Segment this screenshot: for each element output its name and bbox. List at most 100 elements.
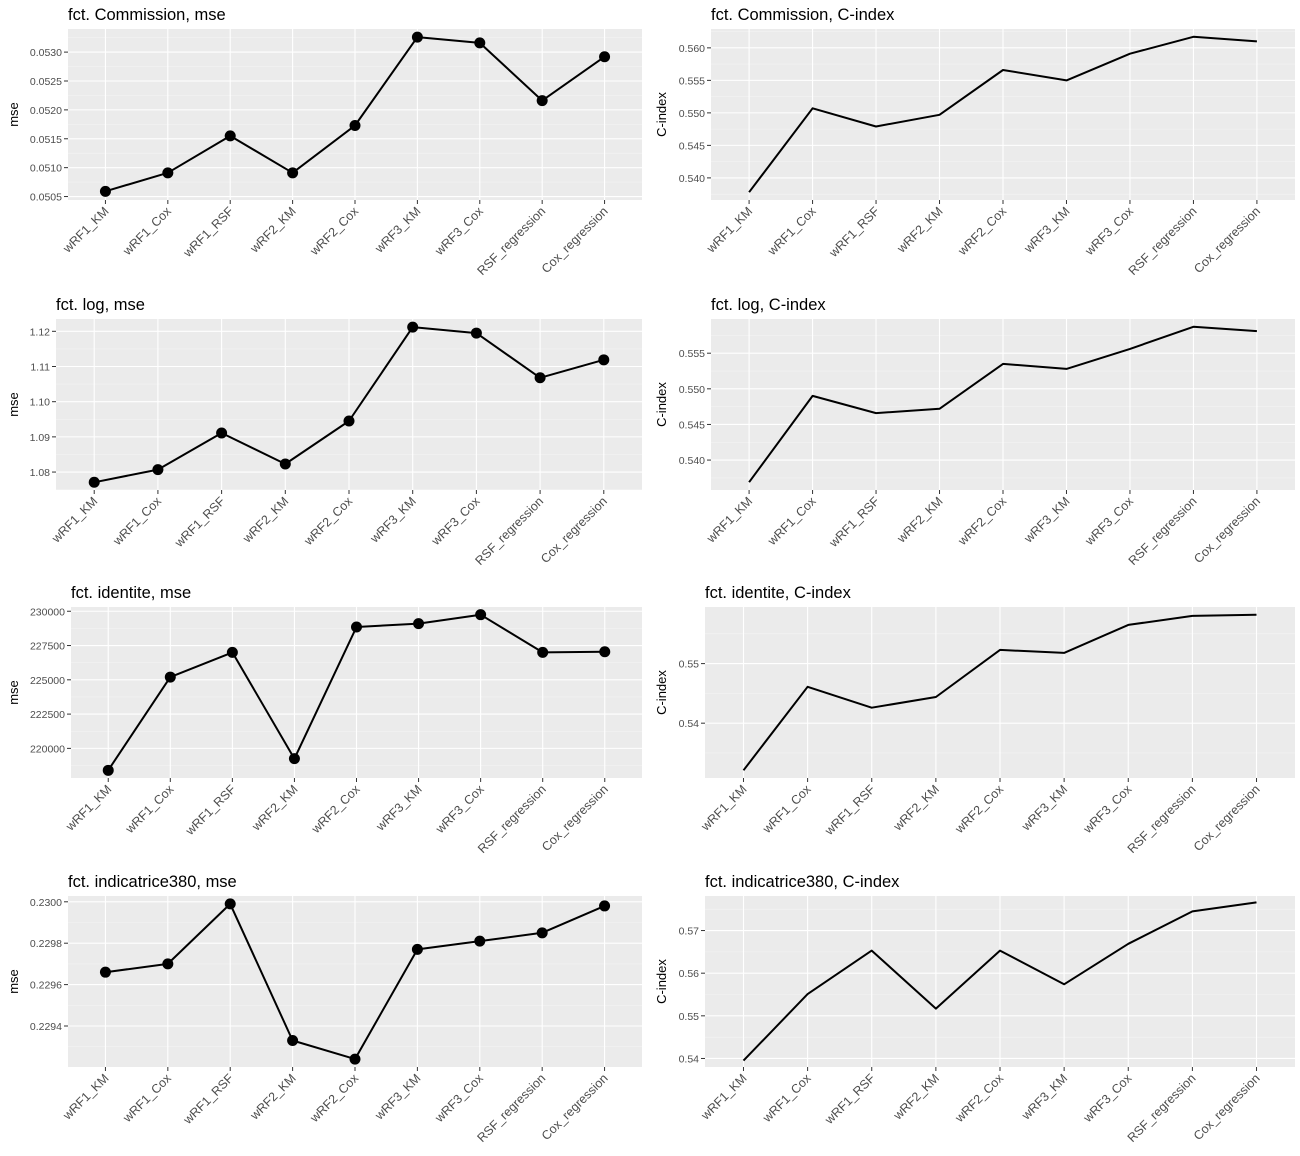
x-tick-label: wRF2_KM [890,782,942,834]
x-tick-label: wRF3_KM [372,204,424,256]
y-tick-label: 0.550 [679,384,705,396]
data-point [99,185,111,197]
series-line [742,901,1257,1062]
x-tick-label: RSF_regression [475,782,549,856]
data-point [475,609,487,621]
chart-title: fct. Commission, C-index [711,6,895,24]
data-point [102,764,114,776]
x-tick-label: RSF_regression [475,1071,549,1145]
chart-title: fct. Commission, mse [68,6,226,24]
data-point [164,671,176,683]
x-tick-label: wRF1_Cox [110,494,165,549]
data-point [88,476,100,488]
y-tick-label: 1.12 [30,326,51,338]
x-tick-label: wRF2_KM [894,204,946,256]
series-line [748,325,1257,483]
chart-title: fct. identite, C-index [705,584,852,602]
x-tick-label: wRF2_KM [890,1071,942,1123]
chart-title: fct. indicatrice380, mse [68,873,237,891]
data-point [343,415,355,427]
x-tick-label: wRF1_Cox [759,1071,814,1126]
x-tick-label: wRF3_Cox [1082,494,1137,549]
y-axis-label: C-index [654,670,669,715]
y-tick-label: 222500 [30,709,65,721]
chart-title: fct. indicatrice380, C-index [705,873,900,891]
y-axis-label: C-index [654,959,669,1004]
x-tick-label: wRF3_KM [1018,1071,1070,1123]
data-point [224,130,236,142]
x-tick-label: wRF3_KM [367,494,419,546]
y-tick-label: 230000 [30,606,65,618]
data-point [536,95,548,107]
chart-identite-mse: fct. identite, mse 220000 222500 225000 2275… [6,584,642,856]
y-tick-label: 0.545 [679,140,705,152]
x-tick-label: Cox_regression [1191,1071,1263,1143]
y-tick-label: 0.2298 [30,938,62,950]
x-tick-label: RSF_regression [1125,1071,1199,1145]
x-tick-label: wRF1_KM [48,494,100,546]
x-tick-label: wRF1_KM [698,782,750,834]
x-tick-label: RSF_regression [1126,494,1200,568]
data-point [534,372,546,384]
y-tick-label: 0.540 [679,455,705,467]
x-tick-label: wRF2_KM [247,204,299,256]
x-tick-label: wRF1_RSF [822,782,879,839]
data-point [287,1035,299,1047]
data-point [351,621,362,633]
x-tick-label: wRF1_RSF [826,204,883,261]
x-tick-label: wRF2_Cox [308,782,363,837]
x-tick-label: Cox_regression [538,494,610,566]
data-point [470,327,482,339]
x-tick-label: wRF1_Cox [759,782,814,837]
x-tick-label: wRF3_KM [1021,204,1073,256]
x-tick-label: wRF1_Cox [120,204,175,259]
y-tick-label: 0.0525 [30,76,62,88]
x-tick-label: wRF2_Cox [307,1071,362,1126]
x-tick-label: wRF3_Cox [432,782,487,837]
x-tick-label: wRF1_KM [698,1071,750,1123]
series-line [748,35,1257,193]
data-point [537,646,549,658]
chart-title: fct. log, mse [56,296,145,314]
data-point [162,958,174,970]
y-axis-label: mse [6,969,21,994]
x-tick-label: wRF1_Cox [120,1071,175,1126]
data-point [224,898,236,910]
series-line [742,613,1257,771]
chart-indicatrice380-mse: fct. indicatrice380, mse 0.2294 0.2296 0.22… [6,873,642,1145]
data-point [599,900,611,912]
y-axis-label: mse [6,680,21,705]
y-tick-label: 0.56 [679,968,700,980]
x-tick-label: Cox_regression [1191,494,1263,566]
y-axis-label: C-index [654,382,669,427]
x-tick-label: wRF1_Cox [764,494,819,549]
y-tick-label: 1.09 [30,432,51,444]
x-tick-label: wRF2_KM [249,782,301,834]
y-tick-label: 0.550 [679,108,705,120]
data-point [288,753,300,765]
x-tick-label: wRF1_RSF [822,1071,879,1128]
x-tick-label: wRF1_KM [703,494,755,546]
y-tick-label: 0.54 [679,718,700,730]
x-tick-label: wRF3_KM [1018,782,1070,834]
x-tick-label: Cox_regression [539,782,611,854]
y-tick-label: 0.0510 [30,163,62,175]
x-tick-label: Cox_regression [539,1071,611,1143]
data-point [474,935,486,947]
x-tick-label: wRF2_Cox [952,1071,1007,1126]
data-point [536,927,548,939]
y-tick-label: 220000 [30,743,65,755]
chart-title: fct. identite, mse [71,584,191,602]
y-tick-label: 227500 [30,641,65,653]
data-point [413,618,425,630]
x-tick-label: wRF2_KM [894,494,946,546]
chart-title: fct. log, C-index [711,296,826,314]
x-tick-label: wRF1_RSF [180,204,237,261]
y-axis-label: C-index [654,92,669,137]
y-tick-label: 1.08 [30,467,51,479]
x-tick-label: wRF1_KM [703,204,755,256]
chart-commission-cindex: fct. Commission, C-index 0.540 0.545 0.550 0… [654,6,1295,278]
x-tick-label: wRF3_Cox [428,494,483,549]
y-axis-label: mse [6,102,21,127]
